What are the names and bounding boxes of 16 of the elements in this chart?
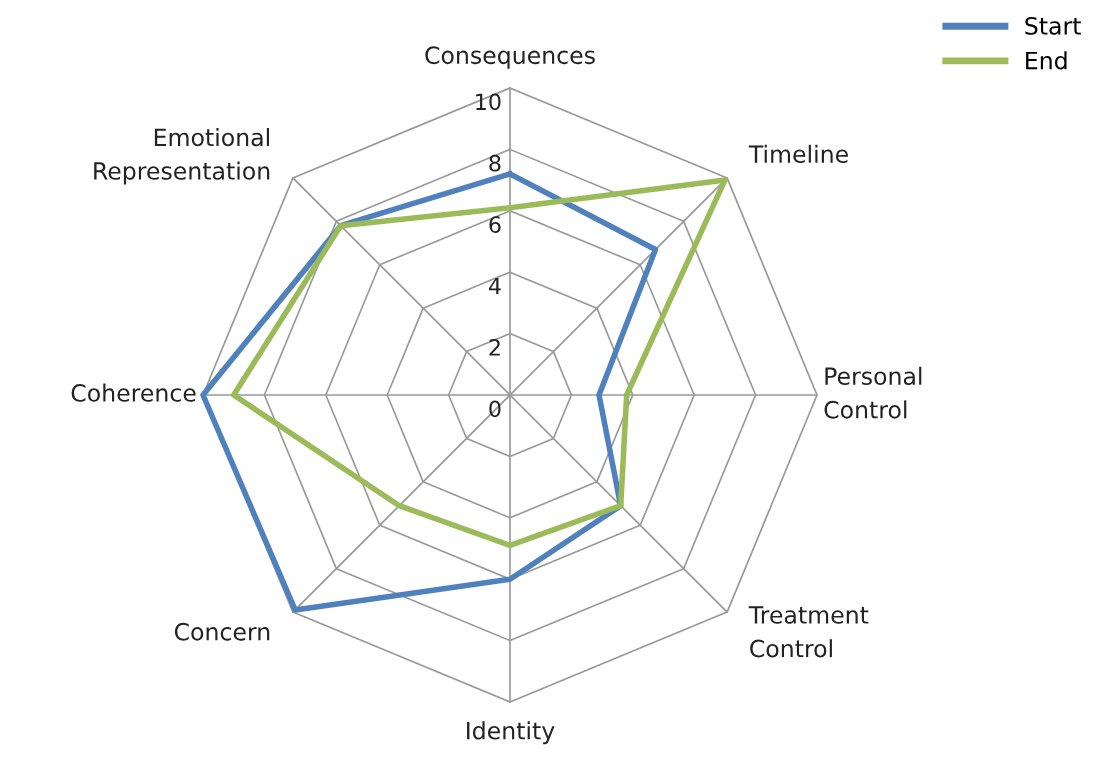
y-tick-label: 8 — [489, 154, 501, 172]
y-tick-label: 2 — [489, 338, 500, 356]
y-tick-label: 4 — [488, 277, 501, 295]
spoke-label: Identity — [467, 721, 555, 745]
legend-label: Start — [1025, 16, 1081, 35]
y-tick-label: 10 — [476, 93, 501, 111]
spoke-label: Timeline — [748, 144, 848, 164]
spoke-label: Concern — [174, 622, 270, 641]
spoke-label: Personal Control — [824, 366, 922, 419]
spoke-label: Consequences — [425, 46, 595, 69]
y-tick-label: 6 — [489, 216, 501, 233]
spoke-label: Coherence — [71, 383, 196, 402]
legend-label: End — [1026, 51, 1067, 70]
spoke-label: Emotional Representation — [94, 127, 270, 185]
spoke-label: Treatment Control — [748, 606, 869, 658]
y-tick-label: 0 — [489, 400, 501, 418]
